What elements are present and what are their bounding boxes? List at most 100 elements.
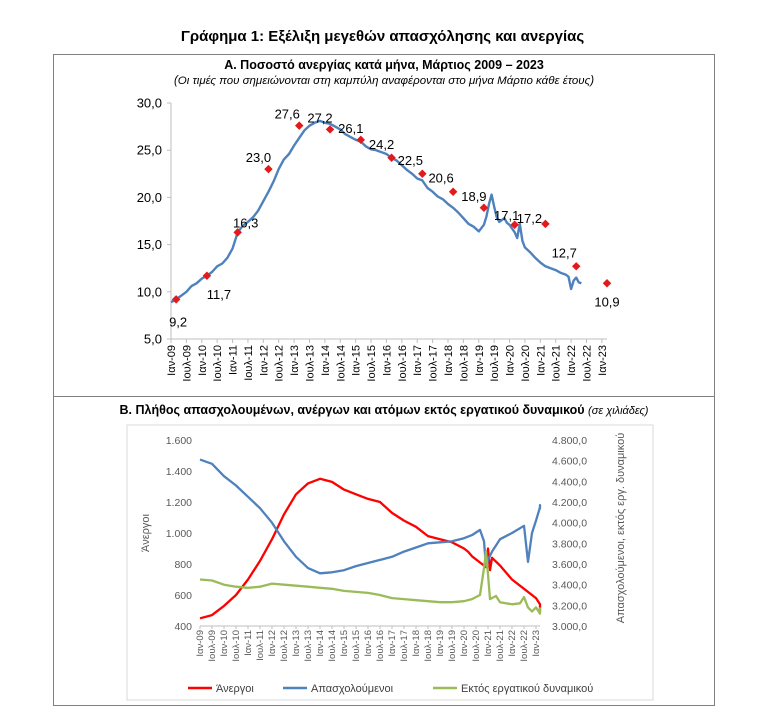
legend-employed-label: Απασχολούμενοι	[311, 683, 394, 695]
x-tick-label: Ιουλ-10	[212, 345, 224, 382]
x-tick-label: Ιουλ-17	[399, 630, 410, 662]
march-marker	[479, 203, 489, 213]
march-marker	[602, 279, 612, 288]
x-tick-label: Ιουλ-14	[327, 630, 338, 662]
march-value-label: 23,0	[246, 150, 271, 165]
x-tick-label: Ιαν-10	[219, 630, 230, 657]
y-tick-label: 15,0	[137, 237, 162, 252]
march-marker	[233, 228, 242, 237]
march-value-label: 27,6	[275, 107, 300, 122]
x-tick-label: Ιαν-21	[483, 630, 494, 657]
march-value-label: 22,5	[398, 153, 423, 168]
x-tick-label: Ιουλ-17	[428, 345, 440, 382]
y-right-tick-label: 3.800,0	[552, 538, 587, 550]
x-tick-label: Ιουλ-09	[181, 345, 193, 382]
y-left-tick-label: 800	[174, 559, 192, 571]
x-tick-label: Ιουλ-20	[471, 630, 482, 662]
y-left-tick-label: 1.600	[166, 435, 192, 447]
chart-b-title: Β. Πλήθος απασχολουμένων, ανέργων και ατ…	[53, 403, 715, 417]
x-tick-label: Ιουλ-18	[423, 630, 434, 662]
x-tick-label: Ιαν-12	[258, 345, 270, 376]
march-marker	[294, 121, 304, 130]
x-tick-label: Ιουλ-15	[366, 345, 378, 382]
y-right-tick-label: 3.200,0	[552, 600, 587, 612]
x-tick-label: Ιαν-17	[387, 630, 398, 657]
march-marker	[356, 135, 366, 145]
march-value-label: 24,2	[369, 137, 394, 152]
x-tick-label: Ιαν-23	[531, 630, 542, 657]
x-tick-label: Ιουλ-11	[255, 630, 266, 661]
x-tick-label: Ιουλ-22	[581, 345, 593, 382]
march-value-label: 12,7	[552, 245, 577, 260]
march-marker	[387, 153, 396, 162]
x-tick-label: Ιουλ-21	[495, 630, 506, 662]
x-tick-label: Ιαν-22	[566, 345, 578, 376]
x-tick-label: Ιουλ-20	[520, 345, 532, 382]
march-value-label: 17,1	[494, 208, 519, 223]
x-tick-label: Ιαν-18	[443, 345, 455, 376]
x-tick-label: Ιαν-20	[505, 345, 517, 376]
y-right-tick-label: 4.000,0	[552, 518, 587, 530]
y-tick-label: 25,0	[137, 143, 162, 158]
y-right-axis-title: Απασχολούμενοι, εκτός εργ. δυναμικού	[615, 433, 627, 623]
x-tick-label: Ιαν-16	[381, 345, 393, 376]
y-left-tick-label: 600	[174, 590, 192, 602]
unemployment-rate-line	[170, 119, 582, 304]
x-tick-label: Ιαν-23	[597, 345, 609, 376]
chart-b-title-unit: (σε χιλιάδες)	[588, 405, 649, 417]
x-tick-label: Ιαν-22	[507, 630, 518, 657]
x-tick-label: Ιαν-16	[363, 630, 374, 657]
x-tick-label: Ιαν-21	[535, 345, 547, 376]
march-marker	[202, 271, 212, 280]
x-tick-label: Ιαν-12	[267, 630, 278, 657]
x-tick-label: Ιαν-10	[197, 345, 209, 376]
chart-b-area	[126, 424, 654, 701]
x-tick-label: Ιουλ-16	[397, 345, 409, 382]
y-right-tick-label: 3.000,0	[552, 621, 587, 633]
march-value-label: 27,2	[307, 110, 332, 125]
x-tick-label: Ιουλ-14	[335, 345, 347, 382]
y-left-tick-label: 1.400	[166, 466, 192, 478]
legend-out-of-labour-force-label: Εκτός εργατικού δυναμικού	[461, 683, 593, 695]
x-tick-label: Ιαν-09	[166, 345, 178, 376]
y-tick-label: 5,0	[144, 332, 162, 347]
x-tick-label: Ιαν-13	[291, 630, 302, 657]
x-tick-label: Ιαν-20	[459, 630, 470, 657]
march-value-label: 26,1	[338, 121, 363, 136]
x-tick-label: Ιουλ-19	[447, 630, 458, 662]
x-tick-label: Ιαν-11	[243, 630, 254, 656]
march-value-label: 16,3	[233, 215, 258, 230]
x-tick-label: Ιουλ-13	[303, 630, 314, 662]
chart-a-subtitle: (Οι τιμές που σημειώνονται στη καμπύλη α…	[173, 75, 595, 87]
march-value-label: 18,9	[461, 189, 486, 204]
y-right-tick-label: 4.800,0	[552, 435, 587, 447]
x-tick-label: Ιαν-11	[228, 345, 240, 375]
x-tick-label: Ιαν-17	[412, 345, 424, 376]
x-tick-label: Ιουλ-12	[274, 345, 286, 382]
y-right-tick-label: 4.400,0	[552, 476, 587, 488]
x-tick-label: Ιουλ-19	[489, 345, 501, 382]
x-tick-label: Ιουλ-10	[231, 630, 242, 662]
x-tick-label: Ιαν-15	[351, 345, 363, 376]
y-right-tick-label: 3.600,0	[552, 559, 587, 571]
x-tick-label: Ιουλ-09	[207, 630, 218, 662]
march-marker	[264, 164, 273, 174]
march-value-label: 17,2	[517, 211, 542, 226]
panel-divider	[53, 396, 715, 397]
x-tick-label: Ιουλ-16	[375, 630, 386, 662]
out-of-labour-force-line	[199, 550, 542, 615]
x-tick-label: Ιαν-19	[435, 630, 446, 657]
x-tick-label: Ιαν-09	[195, 630, 206, 657]
x-tick-label: Ιαν-15	[339, 630, 350, 657]
march-value-label: 9,2	[169, 314, 187, 329]
x-tick-label: Ιουλ-11	[243, 345, 255, 381]
y-right-tick-label: 4.600,0	[552, 456, 587, 468]
x-tick-label: Ιουλ-15	[351, 630, 362, 662]
x-tick-label: Ιουλ-22	[519, 630, 530, 662]
y-right-tick-label: 4.200,0	[552, 497, 587, 509]
y-left-tick-label: 1.200	[166, 497, 192, 509]
march-value-label: 20,6	[428, 171, 453, 186]
x-tick-label: Ιαν-13	[289, 345, 301, 376]
march-value-label: 11,7	[207, 287, 231, 302]
